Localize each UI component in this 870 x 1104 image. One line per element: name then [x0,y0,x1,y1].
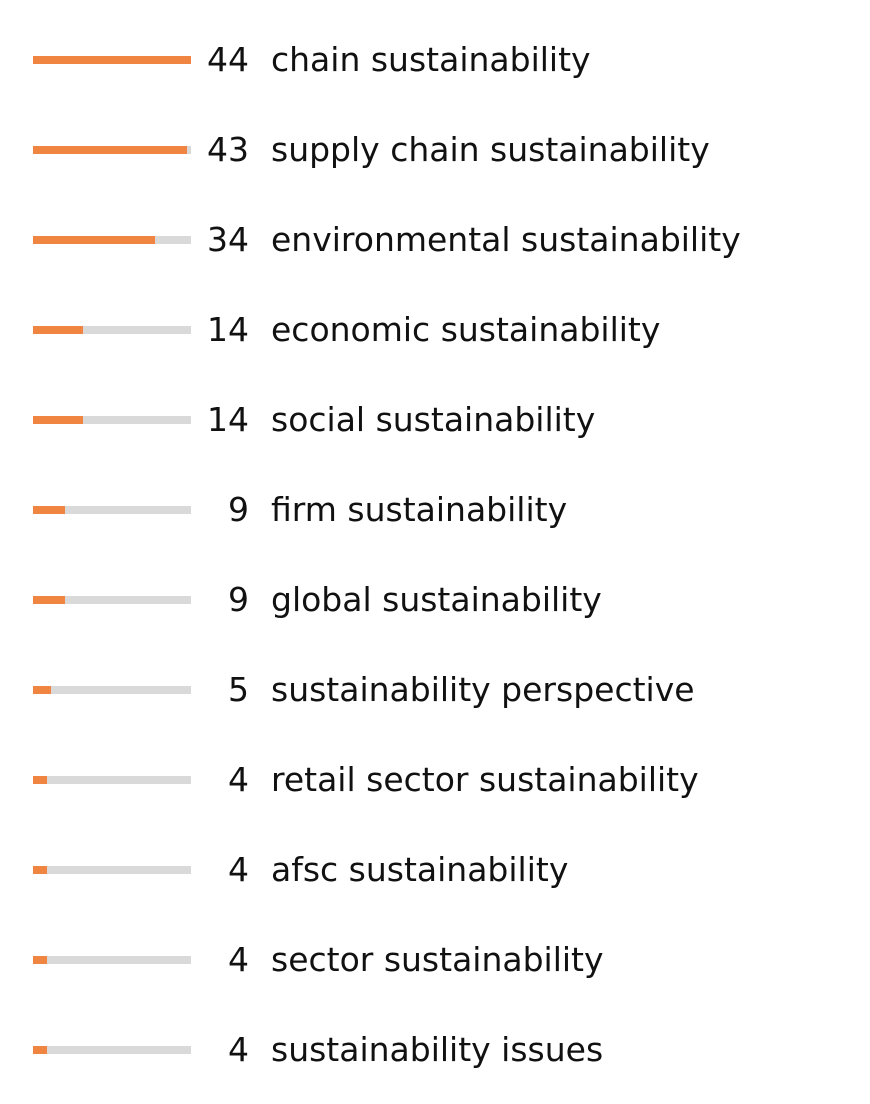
bar [33,776,47,784]
bar [33,506,65,514]
bar-value-label: 4 [228,940,249,979]
chart-row: 4 retail sector sustainability [0,760,870,800]
category-label: afsc sustainability [271,850,569,889]
category-label: retail sector sustainability [271,760,699,799]
bar [33,146,187,154]
chart-row: 44 chain sustainability [0,40,870,80]
bar-track [33,686,191,694]
category-label: supply chain sustainability [271,130,710,169]
bar [33,236,155,244]
category-label: global sustainability [271,580,602,619]
chart-row: 9 global sustainability [0,580,870,620]
category-label: sustainability issues [271,1030,604,1069]
chart-row: 4 afsc sustainability [0,850,870,890]
category-label: social sustainability [271,400,596,439]
bar [33,686,51,694]
bar [33,326,83,334]
chart-row: 34 environmental sustainability [0,220,870,260]
bar-track [33,236,191,244]
bar [33,1046,47,1054]
chart-row: 5 sustainability perspective [0,670,870,710]
bar-value-label: 14 [207,400,249,439]
category-label: economic sustainability [271,310,661,349]
bar-value-label: 44 [207,40,249,79]
bar-track [33,956,191,964]
bar-value-label: 34 [207,220,249,259]
chart-row: 43 supply chain sustainability [0,130,870,170]
category-label: environmental sustainability [271,220,741,259]
bar-value-label: 43 [207,130,249,169]
category-label: firm sustainability [271,490,568,529]
chart-row: 9 firm sustainability [0,490,870,530]
bar [33,956,47,964]
bar-value-label: 5 [228,670,249,709]
bar-track [33,1046,191,1054]
category-label: chain sustainability [271,40,591,79]
bar-value-label: 4 [228,1030,249,1069]
chart-row: 14 economic sustainability [0,310,870,350]
bar [33,416,83,424]
bar-track [33,776,191,784]
bar-track [33,56,191,64]
category-label: sector sustainability [271,940,604,979]
chart-row: 4 sector sustainability [0,940,870,980]
bar-value-label: 4 [228,760,249,799]
bar-value-label: 4 [228,850,249,889]
bar-track [33,146,191,154]
bar-track [33,416,191,424]
chart-row: 4 sustainability issues [0,1030,870,1070]
bar [33,56,191,64]
bar-track [33,866,191,874]
bar [33,596,65,604]
bar-value-label: 9 [228,580,249,619]
chart-row: 14 social sustainability [0,400,870,440]
bar [33,866,47,874]
bar-value-label: 9 [228,490,249,529]
bar-track [33,326,191,334]
bar-track [33,596,191,604]
bar-value-label: 14 [207,310,249,349]
category-label: sustainability perspective [271,670,695,709]
bar-track [33,506,191,514]
